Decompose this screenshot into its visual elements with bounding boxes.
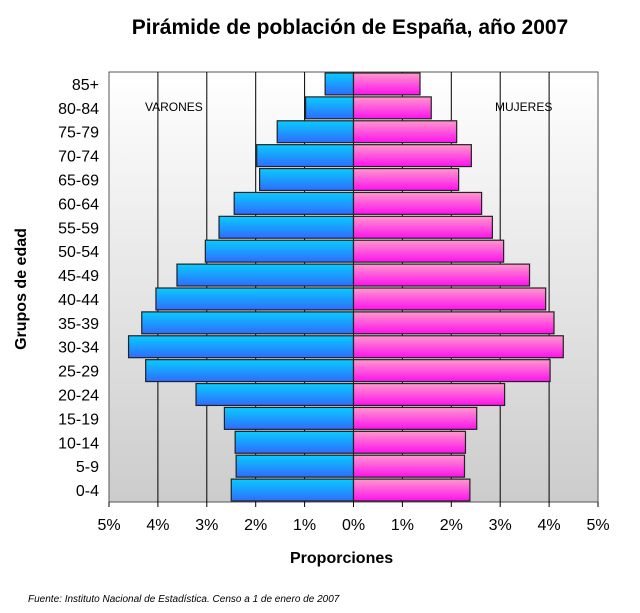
y-tick-label: 25-29	[58, 364, 99, 381]
bar-mujeres-10-14	[352, 430, 467, 454]
bar-mujeres-65-69	[352, 167, 460, 192]
x-tick-label: 4%	[538, 517, 561, 534]
x-tick-label: 2%	[244, 517, 267, 534]
bar-varones-75-79	[276, 120, 355, 144]
bar-varones-20-24	[195, 382, 355, 407]
x-tick-label: 5%	[586, 517, 609, 534]
bar-mujeres-15-19	[352, 406, 478, 430]
bar-varones-65-69	[259, 167, 355, 192]
bar-varones-10-14	[234, 430, 355, 454]
bar-mujeres-75-79	[352, 120, 458, 144]
bar-varones-5-9	[235, 454, 355, 478]
chart-title: Pirámide de población de España, año 200…	[131, 16, 569, 39]
y-tick-label: 40-44	[58, 292, 99, 309]
y-tick-label: 65-69	[58, 173, 99, 190]
y-tick-label: 75-79	[58, 125, 99, 142]
y-tick-label: 10-14	[58, 435, 99, 452]
x-tick-label: 2%	[440, 517, 463, 534]
y-tick-label: 60-64	[58, 196, 99, 213]
bar-mujeres-20-24	[352, 382, 506, 407]
bar-varones-60-64	[233, 191, 355, 215]
bar-varones-50-54	[204, 239, 355, 263]
bar-mujeres-35-39	[352, 311, 555, 335]
y-tick-label: 70-74	[58, 149, 99, 166]
bar-varones-80-84	[304, 96, 355, 120]
y-tick-label: 45-49	[58, 268, 99, 285]
bar-mujeres-85+	[352, 72, 421, 96]
y-tick-label: 55-59	[58, 220, 99, 237]
legend-mujeres: MUJERES	[495, 100, 552, 114]
bar-varones-0-4	[230, 478, 355, 502]
y-tick-label: 0-4	[76, 483, 99, 500]
y-tick-label: 20-24	[58, 388, 99, 405]
bar-mujeres-80-84	[352, 96, 432, 120]
y-tick-label: 50-54	[58, 244, 99, 261]
x-tick-label: 5%	[97, 517, 120, 534]
bar-varones-55-59	[218, 215, 355, 239]
bar-mujeres-5-9	[352, 454, 466, 478]
legend-varones: VARONES	[145, 100, 203, 114]
y-tick-label: 15-19	[58, 411, 99, 428]
y-tick-label: 5-9	[76, 459, 99, 476]
x-tick-label: 3%	[489, 517, 512, 534]
y-tick-label: 30-34	[58, 340, 99, 357]
y-tick-label: 35-39	[58, 316, 99, 333]
bar-mujeres-25-29	[352, 359, 551, 383]
x-tick-label: 3%	[195, 517, 218, 534]
bar-varones-70-74	[256, 144, 355, 168]
y-tick-label: 80-84	[58, 101, 99, 118]
x-tick-label: 4%	[146, 517, 169, 534]
x-tick-label: 1%	[391, 517, 414, 534]
bar-varones-25-29	[145, 359, 355, 383]
bar-mujeres-55-59	[352, 215, 493, 239]
bar-mujeres-45-49	[352, 263, 531, 287]
bar-mujeres-30-34	[352, 335, 564, 359]
bar-varones-40-44	[155, 287, 355, 311]
bar-mujeres-50-54	[352, 239, 505, 263]
x-tick-label: 0%	[342, 517, 365, 534]
bar-mujeres-0-4	[352, 478, 471, 502]
bar-mujeres-70-74	[352, 144, 472, 168]
source-note: Fuente: Instituto Nacional de Estadístic…	[28, 594, 340, 605]
bar-mujeres-40-44	[352, 287, 547, 311]
bar-mujeres-60-64	[352, 191, 483, 215]
x-axis-title: Proporciones	[290, 550, 394, 567]
x-tick-label: 1%	[293, 517, 316, 534]
bar-varones-35-39	[141, 311, 355, 335]
y-tick-label: 85+	[72, 77, 99, 94]
bar-varones-15-19	[223, 406, 355, 430]
bar-varones-30-34	[127, 335, 355, 359]
bar-varones-85+	[324, 72, 355, 96]
bar-varones-45-49	[176, 263, 355, 287]
